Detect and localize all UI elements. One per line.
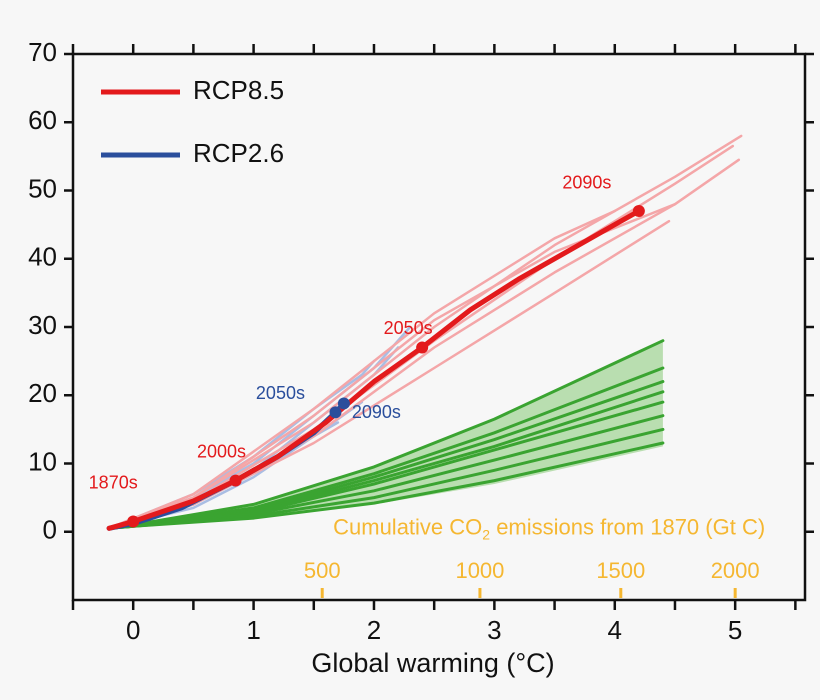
member-line xyxy=(107,202,677,530)
co2-axis-title-part: 2 xyxy=(482,526,490,542)
x-axis-label: Global warming (°C) xyxy=(311,648,554,678)
marker xyxy=(337,397,350,410)
marker-label: 2090s xyxy=(562,173,611,193)
co2-tick-label: 1000 xyxy=(455,558,504,583)
legend-label: RCP2.6 xyxy=(193,138,284,168)
co2-tick-label: 1500 xyxy=(596,558,645,583)
x-tick-label: 2 xyxy=(367,615,381,645)
marker xyxy=(329,406,342,419)
y-tick-label: 10 xyxy=(28,446,57,476)
y-tick-label: 60 xyxy=(28,105,57,135)
y-tick-label: 30 xyxy=(28,310,57,340)
marker-label: 2050s xyxy=(384,318,433,338)
y-tick-label: 20 xyxy=(28,378,57,408)
x-tick-label: 4 xyxy=(608,615,622,645)
y-tick-label: 50 xyxy=(28,173,57,203)
marker-label: 2090s xyxy=(352,402,401,422)
marker xyxy=(632,204,645,217)
member-line xyxy=(107,209,617,530)
y-tick-label: 0 xyxy=(43,515,57,545)
x-tick-label: 1 xyxy=(246,615,260,645)
co2-tick-label: 2000 xyxy=(711,558,760,583)
series-line xyxy=(106,208,642,531)
x-tick-label: 0 xyxy=(126,615,140,645)
co2-axis-title-part: Cumulative CO xyxy=(333,514,482,539)
marker xyxy=(229,474,242,487)
co2-tick-label: 500 xyxy=(304,558,341,583)
x-tick-label: 3 xyxy=(487,615,501,645)
y-tick-label: 40 xyxy=(28,242,57,272)
co2-axis-title: Cumulative CO2 emissions from 1870 (Gt C… xyxy=(333,514,765,542)
marker-label: 2000s xyxy=(197,441,246,461)
co2-axis-title-part: emissions from 1870 (Gt C) xyxy=(490,514,765,539)
x-tick-label: 5 xyxy=(728,615,742,645)
legend-label: RCP8.5 xyxy=(193,75,284,105)
marker-label: 2050s xyxy=(256,383,305,403)
marker xyxy=(416,341,429,354)
marker xyxy=(127,515,140,528)
y-tick-label: 70 xyxy=(28,37,57,67)
marker-label: 1870s xyxy=(89,472,138,492)
